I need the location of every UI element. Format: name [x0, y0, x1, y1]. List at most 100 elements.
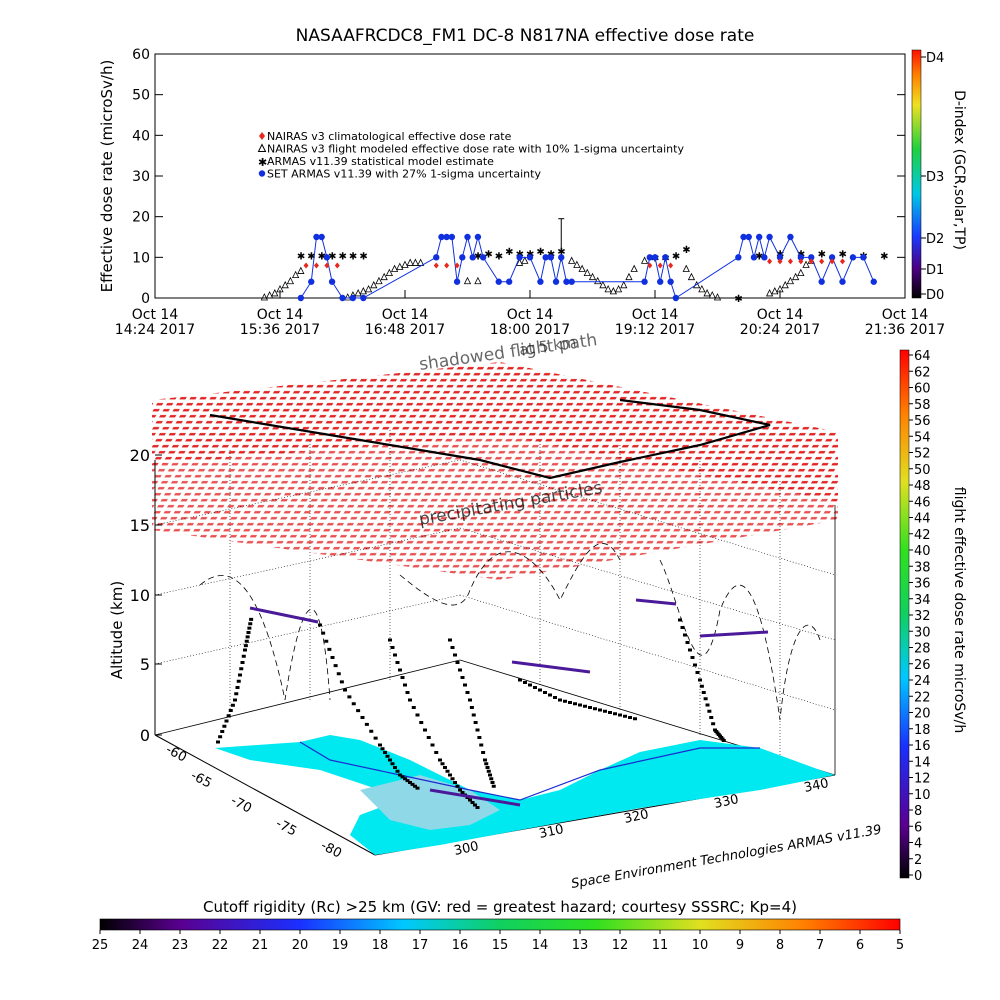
point-nairas-flight — [687, 272, 696, 281]
latitude-tick-label: -75 — [273, 816, 299, 839]
cutoff-tick-label: 24 — [132, 938, 149, 953]
flight-dot — [393, 653, 397, 657]
flight-dose-tick-label: 54 — [914, 430, 931, 445]
flight-dot — [473, 803, 477, 807]
point-nairas-clim — [668, 262, 674, 269]
flight-dot — [458, 788, 462, 792]
flight-dot — [623, 714, 627, 718]
flight-dot — [356, 709, 361, 713]
latitude-tick-label: -60 — [163, 742, 189, 765]
point-nairas-flight — [260, 293, 269, 301]
flight-dot — [475, 728, 480, 732]
flight-dot — [450, 777, 455, 781]
flight-dot — [573, 702, 577, 706]
flight-dot — [463, 683, 467, 687]
cutoff-tick-label: 17 — [412, 938, 429, 953]
flight-dot — [390, 762, 395, 766]
point-set-armas — [313, 233, 320, 241]
point-armas-model: ✱ — [307, 251, 315, 262]
flight-dot — [486, 769, 491, 773]
point-armas-model: ✱ — [557, 247, 565, 258]
flight-dot — [235, 686, 240, 689]
point-set-armas — [459, 254, 466, 261]
flight-dot — [400, 775, 405, 779]
flight-dot — [395, 769, 400, 773]
point-set-armas — [745, 233, 752, 241]
latitude-tick-label: -70 — [228, 793, 254, 816]
flight-dot — [538, 688, 542, 692]
flight-dot — [709, 716, 714, 719]
flight-dot — [339, 680, 344, 684]
point-set-armas — [818, 278, 825, 285]
point-nairas-clim — [647, 262, 653, 269]
flight-dot — [243, 648, 247, 652]
flight-dot — [455, 661, 460, 664]
flight-dot — [364, 722, 369, 726]
top-series: ✱✱✱✱✱✱✱✱✱✱✱✱✱✱✱✱✱✱✱✱✱✱✱✱✱✱✱✱ — [260, 218, 889, 305]
point-set-armas — [453, 278, 461, 285]
flight-dot — [247, 626, 252, 630]
top-x-tick-date: Oct 14 — [507, 307, 554, 323]
point-nairas-flight — [693, 280, 701, 289]
flight-dot — [588, 706, 592, 709]
flight-dose-tick-label: 4 — [914, 837, 922, 852]
point-nairas-flight — [713, 293, 722, 301]
flight-dot — [245, 635, 250, 639]
dindex-colorbar: D4 D3 D2 D1 D0 D-index (GCR,solar,TP) — [911, 49, 967, 303]
latitude-tick-label: -65 — [188, 768, 214, 791]
point-nairas-flight — [614, 284, 623, 293]
flight-dose-tick-label: 36 — [914, 577, 931, 592]
flight-dot — [628, 716, 632, 719]
altitude-axis: 0 5 10 15 20 — [130, 446, 162, 745]
point-nairas-flight — [703, 289, 711, 297]
flight-dot — [400, 676, 405, 679]
cutoff-tick-label: 15 — [492, 938, 509, 953]
flight-dose-tick-label: 12 — [914, 772, 931, 787]
longitude-tick-label: 330 — [713, 792, 740, 812]
top-y-tick-label: 40 — [132, 128, 150, 144]
dindex-tick-label: D2 — [926, 232, 944, 247]
flight-dot — [469, 706, 474, 709]
flight-dot — [378, 743, 382, 747]
point-nairas-clim — [433, 262, 439, 269]
point-set-armas — [755, 233, 763, 241]
point-set-armas — [558, 254, 565, 261]
top-y-tick-label: 0 — [141, 291, 150, 307]
point-nairas-flight — [396, 262, 404, 270]
cutoff-tick-label: 20 — [292, 938, 309, 953]
point-set-armas — [766, 233, 773, 241]
point-nairas-flight — [682, 264, 690, 272]
point-nairas-flight — [286, 276, 295, 285]
flight-dot — [468, 798, 472, 802]
point-nairas-flight — [786, 276, 795, 285]
flight-dot — [578, 703, 582, 707]
flight-dose-tick-label: 16 — [914, 739, 931, 754]
flight-dot — [583, 704, 587, 708]
map-coast — [299, 741, 760, 801]
flight-dose-tick-label: 60 — [914, 382, 931, 397]
top-legend: NAIRAS v3 climatological effective dose … — [257, 130, 684, 181]
point-set-armas — [740, 233, 747, 241]
dindex-tick-label: D3 — [926, 170, 944, 185]
flight-dose-tick-label: 22 — [914, 690, 931, 705]
cutoff-tick-label: 14 — [532, 938, 549, 953]
flight-dot — [385, 754, 390, 758]
top-x-tick-time: 15:36 2017 — [240, 322, 320, 338]
top-x-tick-time: 20:24 2017 — [740, 322, 820, 338]
flight-dose-tick-label: 52 — [914, 447, 931, 462]
flight-dot — [318, 623, 322, 627]
point-armas-model: ✱ — [734, 294, 742, 305]
point-set-armas — [657, 278, 664, 285]
flight-dot — [485, 766, 490, 769]
flight-dot — [408, 698, 412, 702]
point-nairas-flight — [375, 276, 383, 285]
cutoff-tick-label: 6 — [856, 938, 864, 953]
point-nairas-clim — [454, 262, 460, 269]
flight-dot — [228, 709, 233, 712]
flight-dot — [518, 678, 522, 682]
dindex-label: D-index (GCR,solar,TP) — [951, 90, 967, 250]
flight-dot — [443, 766, 447, 769]
point-set-armas — [443, 233, 450, 241]
flight-dose-colorbar: 6462605856545250484644424038363432302826… — [899, 349, 967, 884]
